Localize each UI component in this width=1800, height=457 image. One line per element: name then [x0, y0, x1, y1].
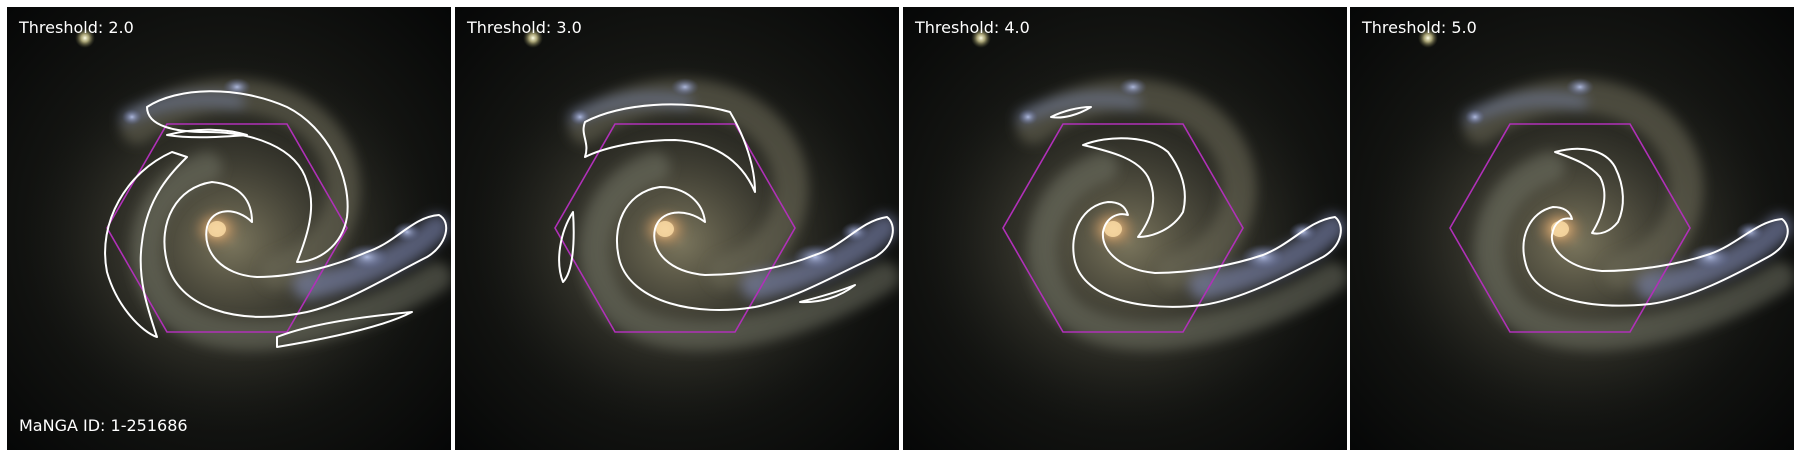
threshold-label-4: Threshold: 5.0 — [1362, 18, 1477, 37]
threshold-panel-2: Threshold: 3.0 — [455, 7, 899, 450]
galaxy-image-3 — [903, 7, 1347, 450]
threshold-label-2: Threshold: 3.0 — [467, 18, 582, 37]
threshold-label-1: Threshold: 2.0 — [19, 18, 134, 37]
threshold-panel-3: Threshold: 4.0 — [903, 7, 1347, 450]
galaxy-image-1 — [7, 7, 451, 450]
threshold-panel-4: Threshold: 5.0 — [1350, 7, 1794, 450]
manga-id-label: MaNGA ID: 1-251686 — [19, 416, 188, 435]
threshold-panel-1: Threshold: 2.0 MaNGA ID: 1-251686 — [7, 7, 451, 450]
galaxy-image-2 — [455, 7, 899, 450]
threshold-label-3: Threshold: 4.0 — [915, 18, 1030, 37]
galaxy-image-4 — [1350, 7, 1794, 450]
